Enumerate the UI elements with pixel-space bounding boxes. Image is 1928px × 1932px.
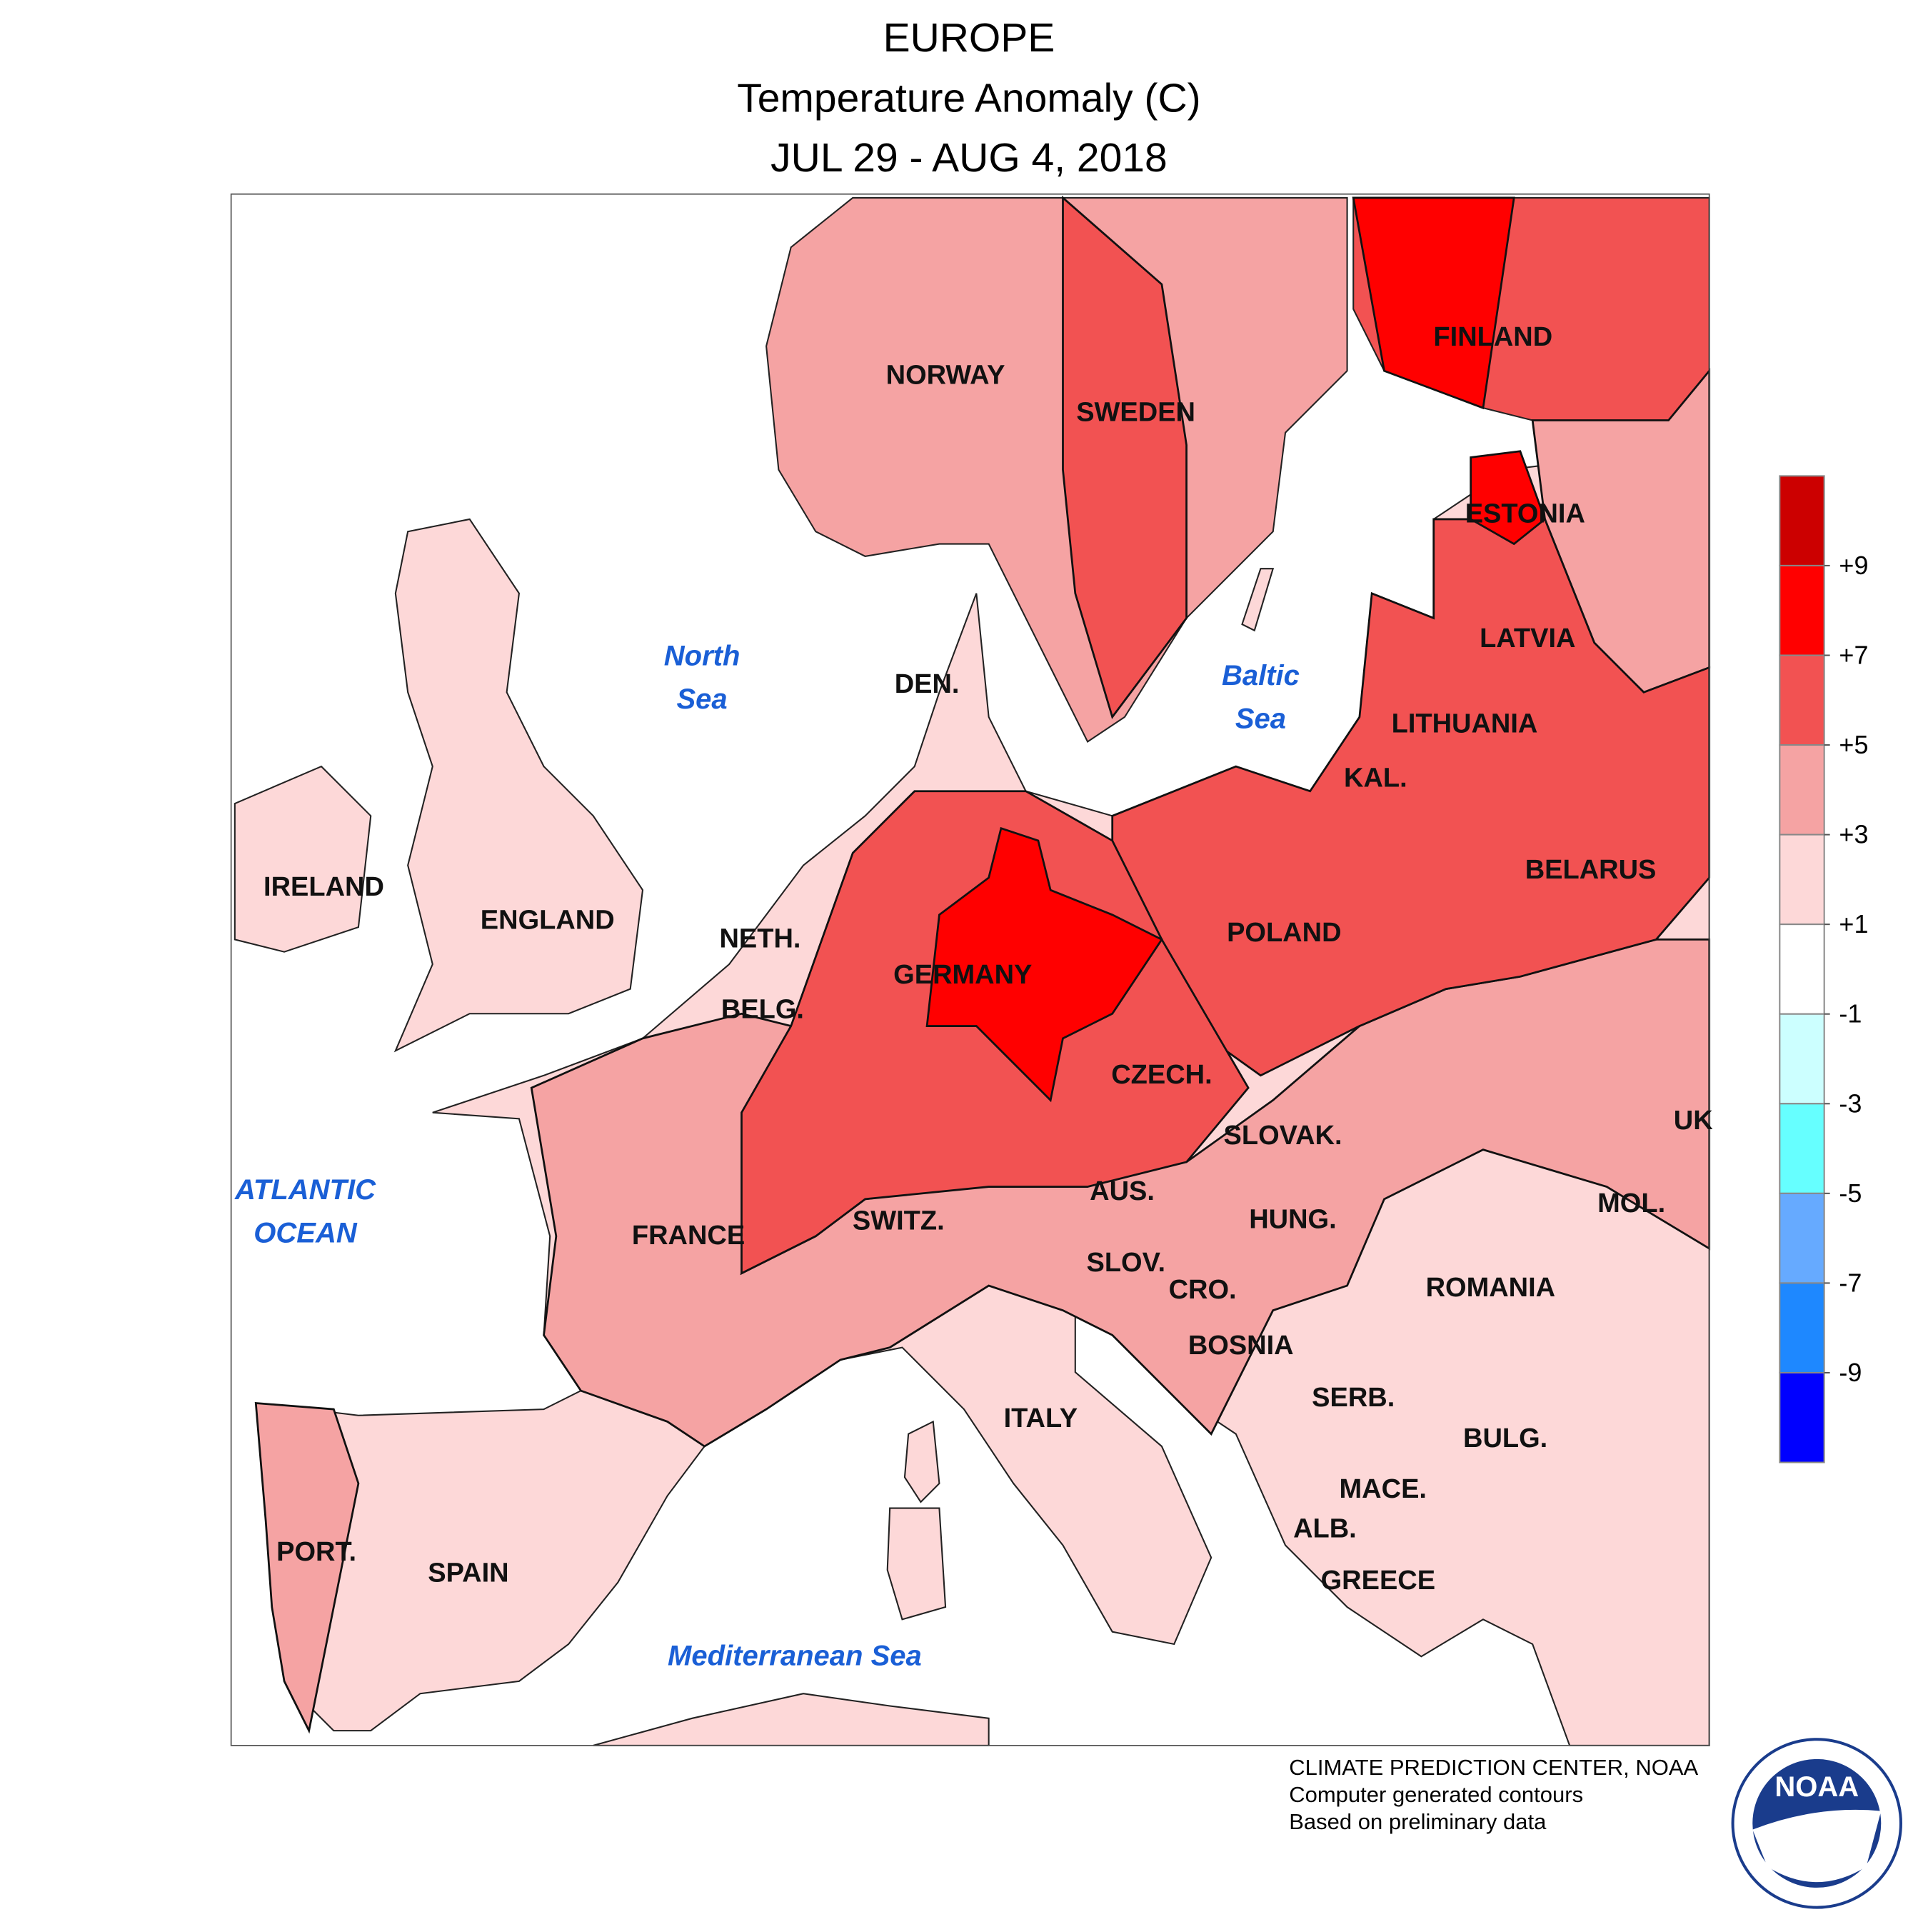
country-label: UK xyxy=(1674,1106,1713,1136)
country-label: NETH. xyxy=(719,924,800,954)
colorbar-tick-label: -1 xyxy=(1839,999,1862,1028)
sea-label: North xyxy=(664,640,740,671)
logo-bird xyxy=(1752,1809,1882,1883)
colorbar-bin xyxy=(1779,1103,1825,1194)
sea-label: OCEAN xyxy=(253,1218,358,1249)
colorbar-tick-label: -9 xyxy=(1839,1358,1862,1387)
colorbar-bin xyxy=(1779,654,1825,746)
sea-label: Sea xyxy=(677,684,728,715)
colorbar-tick-label: +7 xyxy=(1839,640,1868,669)
country-label: BELG. xyxy=(721,994,804,1024)
country-label: CRO. xyxy=(1169,1275,1237,1305)
country-label: CZECH. xyxy=(1111,1060,1212,1090)
title-line: EUROPE xyxy=(883,15,1055,61)
country-label: NORWAY xyxy=(886,360,1005,390)
colorbar-tick-label: +9 xyxy=(1839,551,1868,580)
country-label: ENGLAND xyxy=(481,906,615,936)
country-label: LATVIA xyxy=(1480,624,1575,654)
region-3-5 xyxy=(254,1401,360,1734)
country-label: IRELAND xyxy=(263,872,384,902)
region-7-9 xyxy=(925,826,1163,1103)
credit-line: CLIMATE PREDICTION CENTER, NOAA xyxy=(1289,1755,1698,1780)
country-label: ITALY xyxy=(1004,1403,1078,1433)
colorbar-tick-label: +1 xyxy=(1839,909,1868,939)
country-label: FRANCE xyxy=(632,1221,745,1251)
country-label: DEN. xyxy=(895,669,960,699)
credit-line: Computer generated contours xyxy=(1289,1782,1583,1807)
country-label: BELARUS xyxy=(1525,855,1657,885)
title-line: JUL 29 - AUG 4, 2018 xyxy=(770,135,1168,181)
colorbar-tick-label: -5 xyxy=(1839,1178,1862,1208)
colorbar-tick-label: +3 xyxy=(1839,820,1868,849)
anomaly-contours xyxy=(254,195,1711,1734)
country-label: ROMANIA xyxy=(1426,1273,1556,1303)
country-label: POLAND xyxy=(1227,918,1341,948)
colorbar-bin xyxy=(1779,834,1825,926)
country-label: ESTONIA xyxy=(1465,499,1585,529)
country-label: SLOV. xyxy=(1086,1248,1165,1278)
country-label: BULG. xyxy=(1463,1423,1547,1453)
country-label: GREECE xyxy=(1321,1566,1435,1596)
country-label: SLOVAK. xyxy=(1224,1121,1342,1151)
sea-label: Sea xyxy=(1235,704,1286,735)
country-label: GERMANY xyxy=(893,960,1032,990)
sea-label: Baltic xyxy=(1222,660,1300,691)
country-label: PORT. xyxy=(276,1537,356,1567)
country-label: BOSNIA xyxy=(1188,1331,1294,1361)
country-label: FINLAND xyxy=(1433,322,1552,352)
colorbar-bin xyxy=(1779,475,1825,566)
colorbar-bin xyxy=(1779,924,1825,1015)
colorbar-bin xyxy=(1779,1371,1825,1463)
sardinia xyxy=(886,1507,947,1621)
map xyxy=(230,193,1711,1746)
colorbar-bin xyxy=(1779,1282,1825,1373)
region-5-7 xyxy=(1062,195,1188,719)
country-label: MOL. xyxy=(1597,1188,1665,1218)
colorbar-bin xyxy=(1779,744,1825,836)
sea-label: Mediterranean Sea xyxy=(668,1641,922,1672)
colorbar-tick-label: -3 xyxy=(1839,1088,1862,1118)
scandinavia xyxy=(765,196,1348,743)
map-frame xyxy=(230,193,1710,1746)
country-label: SERB. xyxy=(1312,1383,1395,1413)
country-label: LITHUANIA xyxy=(1392,709,1538,739)
colorbar-bin xyxy=(1779,1013,1825,1105)
country-label: SWITZ. xyxy=(853,1206,945,1236)
colorbar-bin xyxy=(1779,564,1825,656)
country-label: HUNG. xyxy=(1249,1205,1336,1235)
colorbar-bin xyxy=(1779,1192,1825,1284)
gotland xyxy=(1241,568,1275,632)
colorbar-tick-label: -7 xyxy=(1839,1268,1862,1297)
sea-label: ATLANTIC xyxy=(234,1174,376,1206)
region-5-7 xyxy=(1111,518,1711,1077)
corsica xyxy=(903,1420,940,1503)
colorbar-tick-label: +5 xyxy=(1839,730,1868,759)
country-label: SWEDEN xyxy=(1076,397,1195,427)
country-label: AUS. xyxy=(1090,1176,1155,1206)
ireland xyxy=(234,765,372,953)
title-line: Temperature Anomaly (C) xyxy=(737,76,1200,121)
britain xyxy=(393,518,644,1053)
region-7-9 xyxy=(1470,450,1547,546)
country-label: SPAIN xyxy=(428,1558,508,1588)
country-label: MACE. xyxy=(1340,1474,1427,1504)
region-7-9 xyxy=(1352,196,1515,410)
logo-text: NOAA xyxy=(1774,1771,1859,1803)
country-label: KAL. xyxy=(1344,764,1407,794)
country-label: ALB. xyxy=(1293,1513,1357,1543)
credit-line: Based on preliminary data xyxy=(1289,1809,1547,1834)
